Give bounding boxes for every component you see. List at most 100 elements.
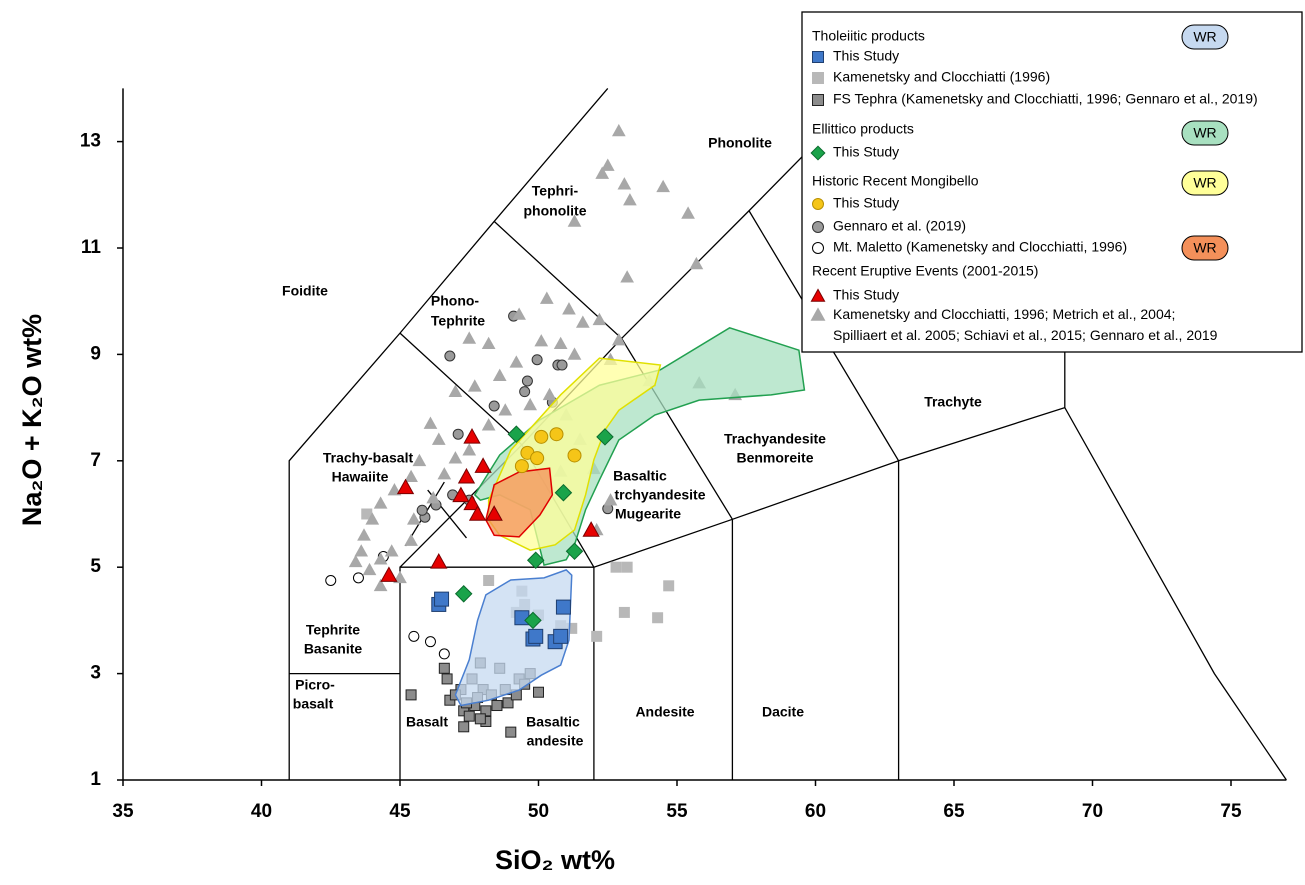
- wr-badge-label: WR: [1193, 175, 1216, 191]
- field-label: Basaltic: [526, 714, 580, 730]
- point: [325, 575, 337, 586]
- point: [480, 705, 492, 717]
- y-tick-label: 3: [90, 663, 101, 684]
- point: [468, 505, 487, 521]
- point: [542, 387, 557, 401]
- point: [396, 478, 415, 495]
- point: [534, 334, 549, 347]
- legend-group: Recent Eruptive Events (2001-2015): [812, 263, 1038, 279]
- point: [689, 256, 704, 270]
- point: [423, 416, 438, 429]
- point: [652, 612, 664, 624]
- point: [352, 572, 364, 584]
- point: [610, 561, 622, 573]
- point: [448, 384, 463, 397]
- point: [437, 467, 452, 480]
- x-tick-label: 40: [251, 801, 272, 822]
- point: [528, 628, 544, 644]
- legend-group: Historic Recent Mongibello: [812, 173, 979, 189]
- field-label: Benmoreite: [736, 450, 813, 466]
- point: [458, 721, 470, 733]
- point: [534, 429, 549, 444]
- legend-label: Kamenetsky and Clocchiatti, 1996; Metric…: [833, 306, 1218, 343]
- field-label: phonolite: [524, 203, 587, 219]
- field-label: Foidite: [282, 283, 328, 299]
- point: [592, 312, 607, 326]
- legend-marker: [810, 307, 826, 321]
- wr-badge-label: WR: [1193, 240, 1216, 256]
- y-tick-label: 1: [90, 769, 101, 790]
- point: [681, 206, 695, 219]
- point: [663, 580, 675, 592]
- y-tick-label: 7: [90, 450, 101, 471]
- point: [565, 542, 584, 561]
- x-tick-label: 55: [666, 801, 688, 822]
- point: [491, 700, 503, 712]
- field-label: Hawaiite: [332, 469, 389, 485]
- legend-marker: [810, 288, 826, 302]
- point: [492, 368, 507, 381]
- legend-group: Ellittico products: [812, 121, 914, 137]
- point: [357, 528, 371, 541]
- point: [481, 418, 496, 431]
- point: [623, 193, 637, 206]
- y-tick-label: 11: [81, 237, 102, 258]
- point: [481, 336, 496, 350]
- point: [430, 553, 448, 569]
- point: [454, 585, 473, 603]
- legend: Tholeiitic products This Study Kamenetsky …: [801, 11, 1303, 353]
- point: [596, 428, 614, 446]
- point: [507, 425, 526, 443]
- x-tick-label: 35: [112, 801, 134, 822]
- point: [562, 302, 576, 315]
- legend-marker: [812, 242, 824, 254]
- point: [373, 578, 388, 592]
- field-label: Tephrite: [306, 622, 360, 638]
- point: [502, 697, 514, 709]
- legend-marker: [812, 221, 824, 233]
- point: [554, 483, 573, 502]
- field-label: Dacite: [762, 704, 804, 720]
- point: [407, 512, 421, 525]
- field-label: Basalt: [406, 714, 448, 730]
- point: [555, 599, 571, 615]
- point: [483, 575, 495, 586]
- legend-marker: [812, 72, 824, 84]
- point: [526, 551, 545, 570]
- field-label: Mugearite: [615, 506, 681, 522]
- point: [387, 483, 402, 496]
- point: [530, 451, 545, 466]
- point: [416, 504, 428, 516]
- field-label: Trachy-basalt: [323, 450, 414, 466]
- wr-badge-label: WR: [1193, 125, 1216, 141]
- legend-label: FS Tephra (Kamenetsky and Clocchiatti, 1…: [833, 91, 1258, 107]
- point: [448, 451, 463, 464]
- point: [611, 333, 626, 346]
- point: [452, 486, 470, 503]
- wr-badge: [1181, 170, 1229, 196]
- point: [365, 512, 380, 525]
- point: [567, 448, 582, 463]
- point: [408, 630, 420, 642]
- field-label: Basanite: [304, 641, 363, 657]
- point: [567, 347, 582, 360]
- point: [467, 379, 482, 392]
- point: [362, 562, 377, 576]
- x-tick-label: 60: [805, 801, 826, 822]
- field-label: Trachyte: [924, 394, 982, 410]
- point: [404, 533, 418, 546]
- field-label: Phonolite: [708, 135, 772, 151]
- point: [424, 636, 436, 648]
- wr-badge: [1181, 24, 1229, 50]
- field-label: Tephrite: [431, 313, 485, 329]
- field-label: Picro-: [295, 677, 335, 693]
- y-axis-title: Na₂O + K₂O wt%: [17, 314, 47, 526]
- point: [620, 270, 634, 283]
- point: [582, 521, 600, 537]
- point: [438, 662, 450, 674]
- wr-badge: [1181, 120, 1229, 146]
- field-boundary: [748, 210, 900, 780]
- wr-badge: [1181, 235, 1229, 261]
